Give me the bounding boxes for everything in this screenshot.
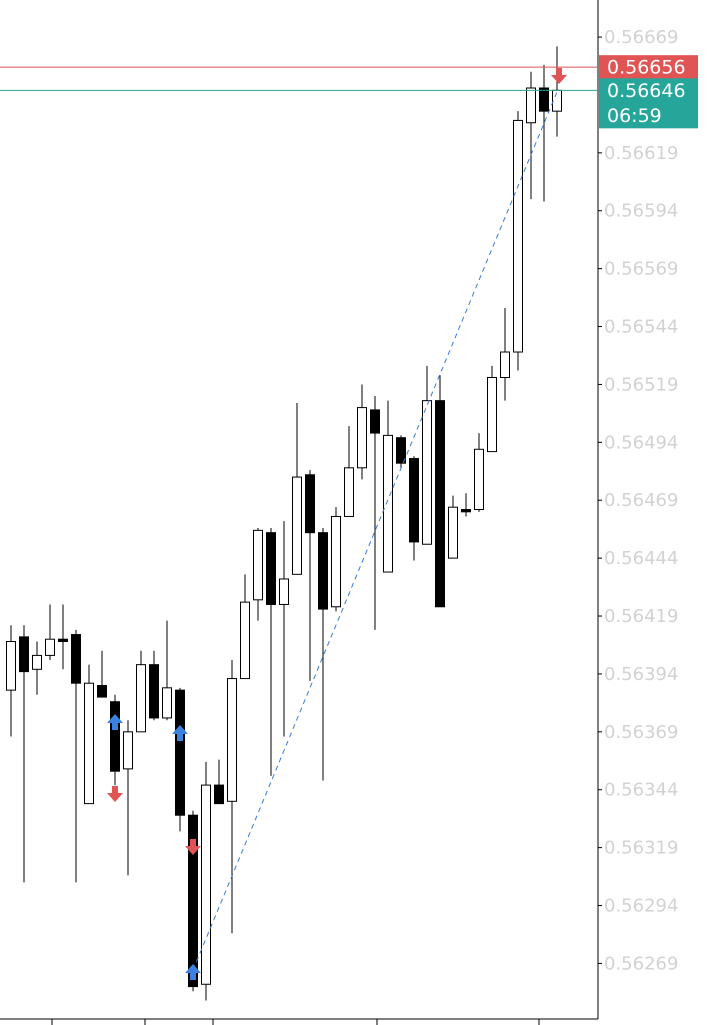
signal-arrows — [107, 68, 567, 980]
countdown-label: 06:59 — [607, 105, 662, 127]
candle-body — [227, 678, 237, 802]
candle-body — [292, 476, 302, 575]
y-tick-label: 0.56294 — [604, 896, 678, 917]
y-tick-label: 0.56594 — [604, 201, 678, 222]
candle-body — [513, 119, 523, 353]
candle-body — [214, 784, 224, 805]
y-tick-label: 0.56419 — [604, 606, 678, 627]
y-tick-label: 0.56344 — [604, 780, 678, 801]
time-axis-ticks — [51, 1019, 540, 1025]
y-tick-label: 0.56569 — [604, 259, 678, 280]
candle-body — [266, 532, 276, 605]
candle-body — [500, 351, 510, 378]
candle-body — [253, 529, 263, 601]
candle-body — [240, 601, 250, 680]
candle-body — [461, 509, 471, 513]
candle-body — [188, 814, 198, 988]
price-label-box — [599, 78, 698, 129]
candle-body — [487, 376, 497, 453]
candle-body — [45, 638, 55, 656]
candle-body — [97, 685, 107, 698]
y-tick-label: 0.56519 — [604, 374, 678, 395]
candle-body — [318, 532, 328, 610]
buy-arrow — [185, 964, 201, 980]
candle-body — [32, 654, 42, 670]
candle-body — [409, 458, 419, 543]
trend-line — [192, 91, 558, 971]
y-tick-label: 0.56669 — [604, 27, 678, 48]
candle-body — [279, 578, 289, 605]
y-tick-label: 0.56444 — [604, 548, 678, 569]
candle-body — [58, 638, 68, 643]
candle-body — [370, 409, 380, 434]
price-label-box — [599, 55, 698, 80]
price-label: 0.56656 — [607, 57, 686, 79]
y-tick-label: 0.56544 — [604, 317, 678, 338]
y-tick-label: 0.56619 — [604, 143, 678, 164]
y-tick-label: 0.56394 — [604, 664, 678, 685]
candle-body — [344, 467, 354, 517]
y-tick-label: 0.56469 — [604, 490, 678, 511]
candle-body — [396, 437, 406, 464]
sell-arrow — [185, 839, 201, 855]
candle-body — [110, 701, 120, 772]
y-tick-label: 0.56319 — [604, 838, 678, 859]
candle-body — [422, 400, 432, 545]
candle-body — [123, 731, 133, 770]
y-tick-label: 0.56269 — [604, 953, 678, 974]
candle-body — [552, 89, 562, 112]
plot-area — [6, 46, 562, 1001]
candle-body — [201, 784, 211, 985]
y-tick-label: 0.56369 — [604, 722, 678, 743]
candle-body — [19, 636, 29, 673]
candle-body — [331, 515, 341, 608]
sell-arrow — [107, 786, 123, 802]
candle-body — [448, 506, 458, 559]
candle-body — [175, 689, 185, 816]
candle-body — [357, 407, 367, 469]
buy-arrow — [107, 714, 123, 730]
candle-body — [162, 687, 172, 719]
candle-body — [539, 87, 549, 112]
candle-body — [474, 448, 484, 511]
candle-body — [71, 634, 81, 684]
candle-body — [435, 400, 445, 608]
candle-body — [136, 664, 146, 733]
sell-arrow — [551, 68, 567, 84]
candle-body — [305, 474, 315, 534]
candle-body — [383, 434, 393, 573]
buy-arrow — [172, 725, 188, 741]
candle-body — [149, 664, 159, 719]
candle-body — [6, 641, 16, 691]
price-label: 0.56646 — [607, 80, 686, 102]
y-tick-label: 0.56494 — [604, 432, 678, 453]
candle-body — [526, 87, 536, 124]
candle-body — [84, 682, 94, 805]
